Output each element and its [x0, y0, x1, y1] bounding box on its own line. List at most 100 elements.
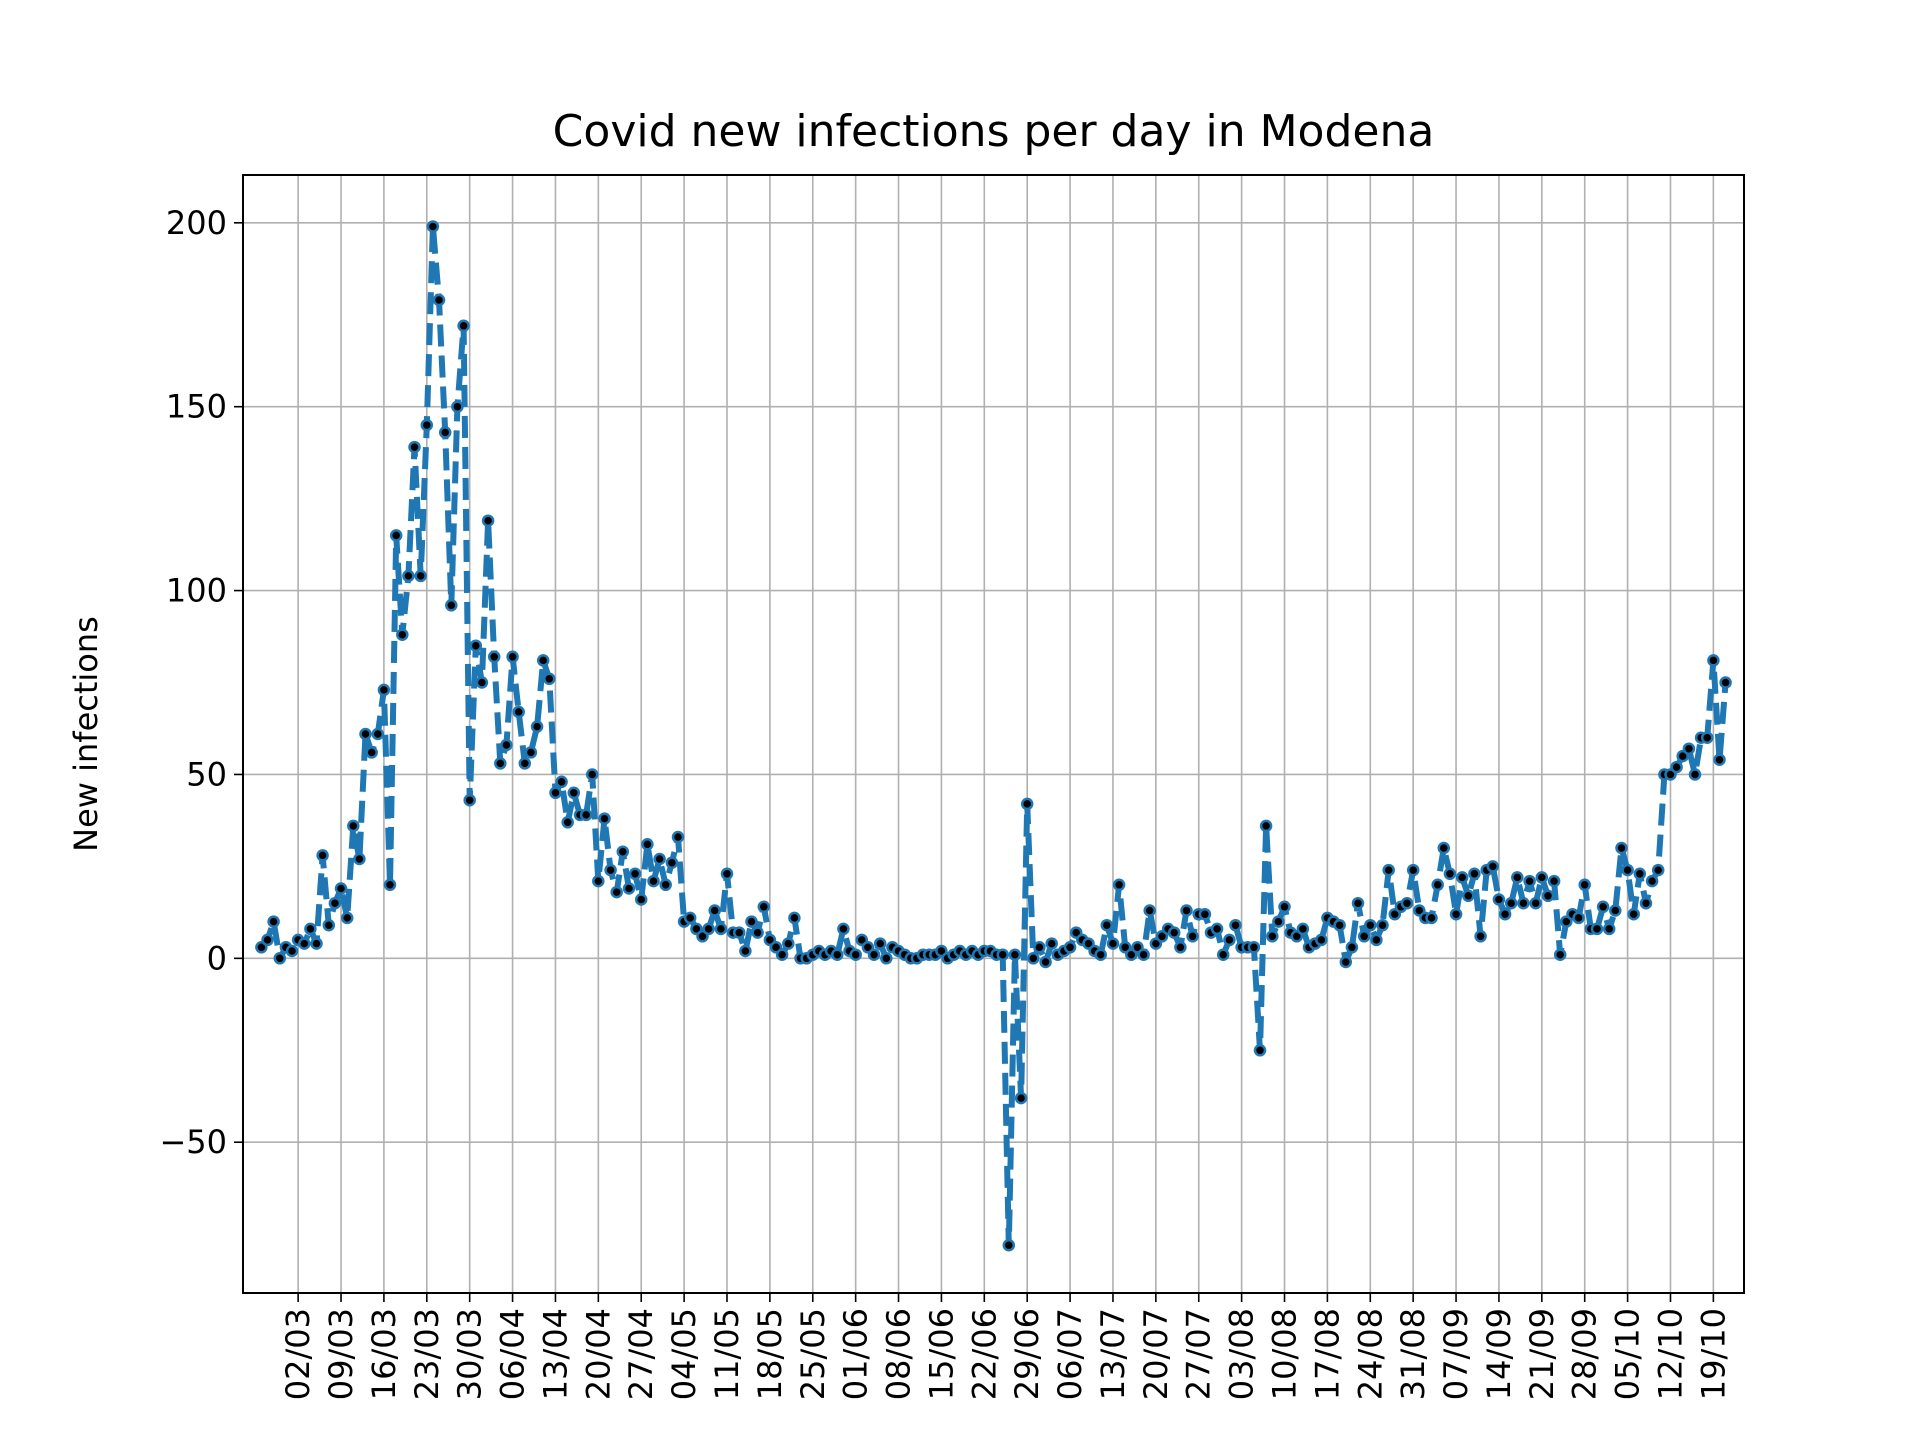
- x-tick-label: 09/03: [322, 1308, 360, 1400]
- data-point: [438, 426, 452, 439]
- data-point: [316, 849, 329, 862]
- data-point: [1259, 819, 1273, 833]
- data-point: [683, 911, 697, 925]
- data-point: [1364, 918, 1377, 932]
- data-point: [512, 705, 525, 719]
- data-point: [585, 768, 599, 781]
- data-point: [1645, 874, 1659, 888]
- data-point: [1008, 948, 1022, 961]
- data-point: [880, 952, 893, 965]
- data-point: [1198, 907, 1212, 921]
- data-point: [1186, 930, 1199, 943]
- data-point: [536, 654, 550, 667]
- data-point: [873, 937, 887, 950]
- data-point: [1627, 907, 1640, 921]
- data-point: [445, 599, 458, 612]
- x-tick-label: 31/08: [1394, 1308, 1432, 1400]
- data-point: [720, 867, 734, 881]
- data-point: [310, 937, 323, 950]
- data-point: [1400, 896, 1414, 910]
- data-point: [1707, 654, 1720, 667]
- data-point: [1492, 893, 1506, 906]
- data-point: [414, 569, 427, 583]
- x-tick-label: 08/06: [880, 1308, 918, 1400]
- data-point: [481, 514, 495, 527]
- data-point: [616, 845, 630, 858]
- data-point: [1345, 941, 1359, 954]
- data-point: [426, 220, 440, 233]
- data-point: [1719, 676, 1732, 689]
- data-point: [1615, 841, 1628, 855]
- data-point: [1651, 863, 1665, 877]
- data-point: [1137, 948, 1150, 961]
- x-tick-label: 02/03: [279, 1308, 317, 1400]
- series-markers: [255, 220, 1732, 1252]
- data-point: [1112, 878, 1126, 892]
- data-point: [579, 808, 593, 822]
- data-point: [475, 676, 489, 689]
- data-point: [1376, 918, 1389, 932]
- data-point: [383, 878, 397, 892]
- data-point: [347, 819, 360, 833]
- data-point: [359, 727, 372, 741]
- data-point: [745, 915, 758, 928]
- data-point: [1713, 753, 1726, 766]
- data-point: [322, 918, 336, 932]
- data-point: [273, 952, 287, 965]
- data-point: [389, 529, 403, 542]
- data-point: [775, 948, 789, 961]
- data-point: [1357, 930, 1371, 943]
- data-point: [1278, 900, 1291, 914]
- data-point: [487, 650, 501, 664]
- data-point: [1590, 922, 1604, 936]
- data-point: [567, 786, 581, 800]
- data-point: [340, 911, 354, 925]
- data-point: [1425, 911, 1438, 925]
- data-point: [788, 911, 801, 925]
- data-point: [371, 727, 385, 741]
- data-point: [298, 937, 311, 950]
- data-point: [1247, 941, 1261, 954]
- data-point: [549, 786, 562, 800]
- x-tick-label: 20/07: [1137, 1308, 1175, 1400]
- data-point: [837, 922, 850, 936]
- y-tick-label: 50: [186, 755, 227, 793]
- x-tick-label: 23/03: [408, 1308, 446, 1400]
- x-tick-label: 27/07: [1180, 1308, 1218, 1400]
- data-point: [1486, 860, 1500, 873]
- data-point: [1382, 863, 1395, 877]
- data-point: [377, 683, 391, 697]
- data-point: [1517, 896, 1530, 910]
- data-point: [604, 863, 617, 877]
- x-tick-label: 27/04: [622, 1308, 660, 1400]
- data-point: [1596, 900, 1610, 914]
- data-point: [659, 878, 672, 892]
- x-tick-label: 19/10: [1694, 1308, 1732, 1400]
- data-point: [530, 720, 544, 733]
- data-point: [1682, 742, 1696, 755]
- data-point: [671, 830, 685, 844]
- x-tick-label: 13/07: [1094, 1308, 1132, 1400]
- data-point: [702, 922, 715, 936]
- data-point: [1210, 922, 1224, 936]
- data-point: [1468, 867, 1481, 881]
- data-point: [739, 944, 752, 958]
- y-axis-label: New infections: [67, 616, 105, 852]
- data-point: [665, 856, 679, 869]
- data-point: [396, 628, 409, 641]
- data-point: [757, 900, 771, 914]
- data-point: [1547, 874, 1561, 888]
- x-tick-label: 07/09: [1437, 1308, 1475, 1400]
- data-point: [1272, 915, 1285, 928]
- data-point: [1700, 731, 1714, 744]
- data-point: [543, 672, 556, 686]
- x-tick-label: 20/04: [579, 1308, 617, 1400]
- data-point: [1063, 941, 1077, 954]
- data-point: [1039, 955, 1052, 969]
- data-point: [469, 639, 483, 652]
- data-point: [365, 746, 378, 759]
- data-point: [708, 904, 721, 917]
- data-point: [1002, 1238, 1016, 1252]
